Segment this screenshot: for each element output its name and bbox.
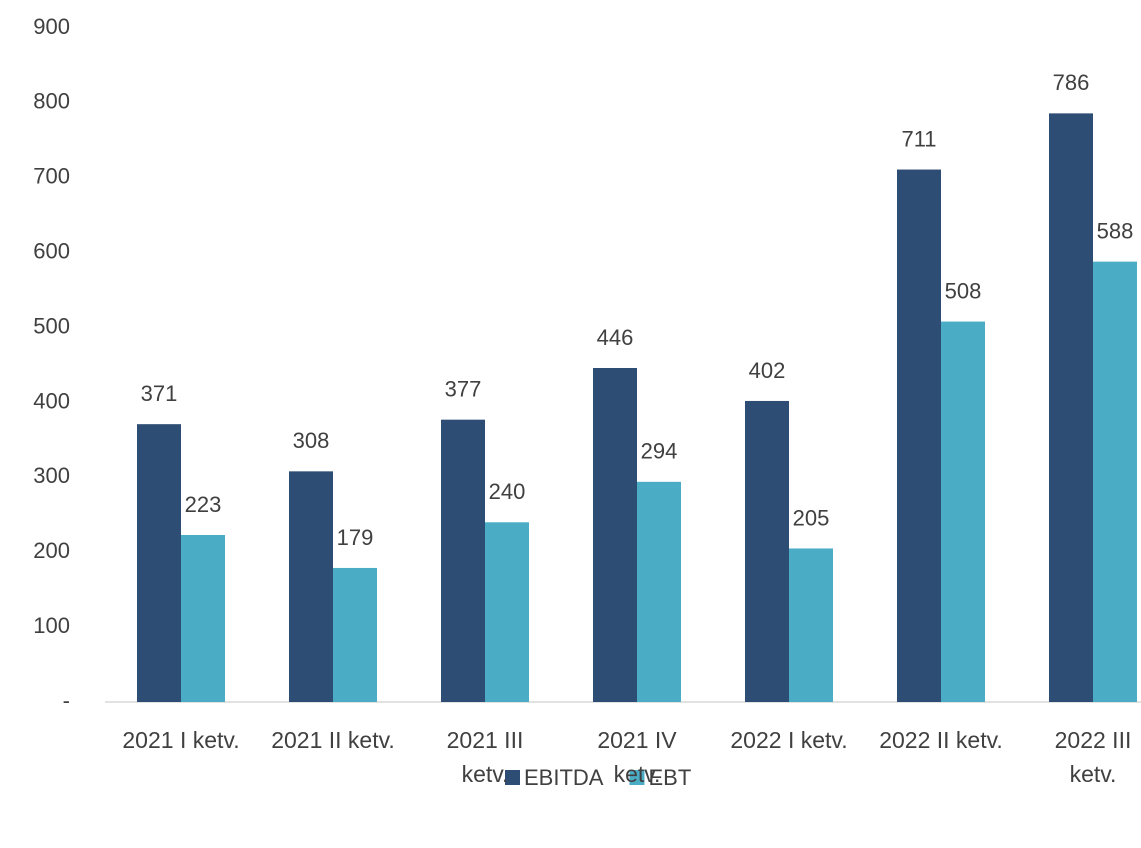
bar	[1049, 113, 1093, 702]
bar	[137, 424, 181, 702]
y-tick-label: 900	[33, 14, 70, 39]
y-tick-label: 800	[33, 89, 70, 114]
bar	[181, 534, 225, 702]
value-label: 588	[1097, 218, 1134, 243]
value-label: 205	[793, 505, 830, 530]
value-label: 446	[597, 325, 634, 350]
bar	[941, 321, 985, 702]
y-tick-label: 600	[33, 238, 70, 263]
value-label: 371	[141, 381, 178, 406]
y-tick-label: 100	[33, 613, 70, 638]
bar	[333, 567, 377, 702]
legend-swatch	[629, 770, 645, 785]
value-label: 377	[445, 376, 482, 401]
bar	[745, 400, 789, 702]
legend-swatch	[505, 770, 520, 785]
bar	[593, 367, 637, 702]
y-tick-label: -	[63, 688, 70, 713]
value-label: 294	[641, 439, 678, 464]
value-label: 402	[749, 358, 786, 383]
x-tick-label: 2021 IV ketv.	[597, 727, 677, 787]
bar	[637, 481, 681, 702]
x-tick-label: 2022 III ketv.	[1054, 727, 1132, 787]
bar	[441, 419, 485, 702]
x-tick-label: 2022 II ketv.	[879, 727, 1003, 753]
value-label: 308	[293, 428, 330, 453]
y-tick-label: 200	[33, 538, 70, 563]
x-tick-label: 2021 I ketv.	[122, 727, 240, 753]
y-tick-label: 500	[33, 313, 70, 338]
bar	[789, 548, 833, 702]
bar	[897, 169, 941, 703]
y-tick-label: 300	[33, 463, 70, 488]
y-tick-label: 400	[33, 388, 70, 413]
bar	[485, 522, 529, 702]
legend-label: EBITDA	[524, 765, 604, 790]
value-label: 240	[489, 479, 526, 504]
value-label: 786	[1053, 70, 1090, 95]
x-tick-label: 2021 III ketv.	[446, 727, 524, 787]
legend-label: EBT	[648, 765, 691, 790]
value-label: 223	[185, 492, 222, 517]
value-label: 508	[945, 278, 982, 303]
bar	[289, 471, 333, 702]
x-tick-label: 2021 II ketv.	[271, 727, 395, 753]
y-tick-label: 700	[33, 164, 70, 189]
x-tick-label: 2022 I ketv.	[730, 727, 848, 753]
value-label: 711	[901, 126, 936, 151]
bar	[1093, 261, 1137, 702]
value-label: 179	[337, 525, 374, 550]
